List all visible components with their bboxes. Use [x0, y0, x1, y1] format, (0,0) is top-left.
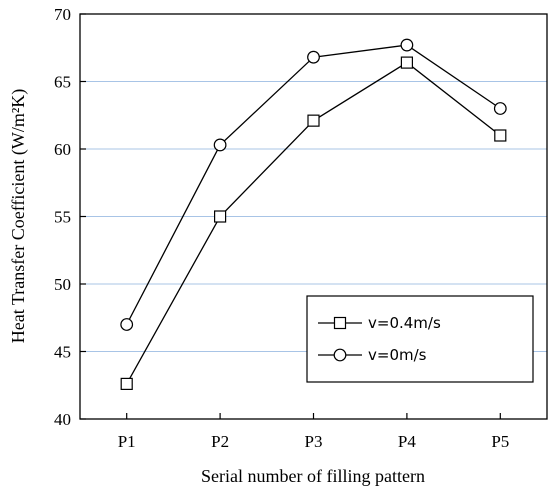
legend-box	[306, 295, 534, 383]
y-tick-label: 40	[54, 410, 71, 429]
y-tick-label: 50	[54, 275, 71, 294]
legend: v=0.4m/s v=0m/s	[306, 295, 534, 383]
y-axis-title: Heat Transfer Coefficient (W/m²K)	[8, 89, 29, 344]
y-tick-label: 70	[54, 5, 71, 24]
y-tick-label: 60	[54, 140, 71, 159]
legend-label: v=0.4m/s	[368, 314, 441, 332]
data-point-circle	[400, 38, 414, 52]
y-tick-label: 55	[54, 208, 71, 227]
x-tick-label: P5	[491, 432, 509, 451]
y-tick-label: 45	[54, 343, 71, 362]
legend-marker-circle	[333, 348, 347, 362]
axis-ticks: 40 45 50 55 60 65 70 P1 P2 P3 P4 P5	[54, 5, 509, 451]
legend-marker-square	[333, 316, 347, 330]
series-layer	[120, 38, 507, 390]
data-point-circle	[120, 318, 134, 331]
x-axis-title: Serial number of filling pattern	[201, 466, 425, 486]
data-point-circle	[213, 138, 227, 152]
data-point-square	[120, 377, 133, 390]
data-point-square	[494, 129, 507, 142]
data-point-circle	[307, 50, 320, 64]
data-point-square	[214, 210, 227, 223]
y-tick-label: 65	[54, 73, 71, 92]
data-point-square	[400, 56, 413, 69]
legend-label: v=0m/s	[368, 346, 427, 364]
x-tick-label: P3	[305, 432, 323, 451]
data-point-square	[307, 114, 320, 127]
x-tick-label: P4	[398, 432, 416, 451]
x-tick-label: P2	[211, 432, 229, 451]
x-tick-label: P1	[118, 432, 136, 451]
data-point-circle	[493, 102, 507, 115]
